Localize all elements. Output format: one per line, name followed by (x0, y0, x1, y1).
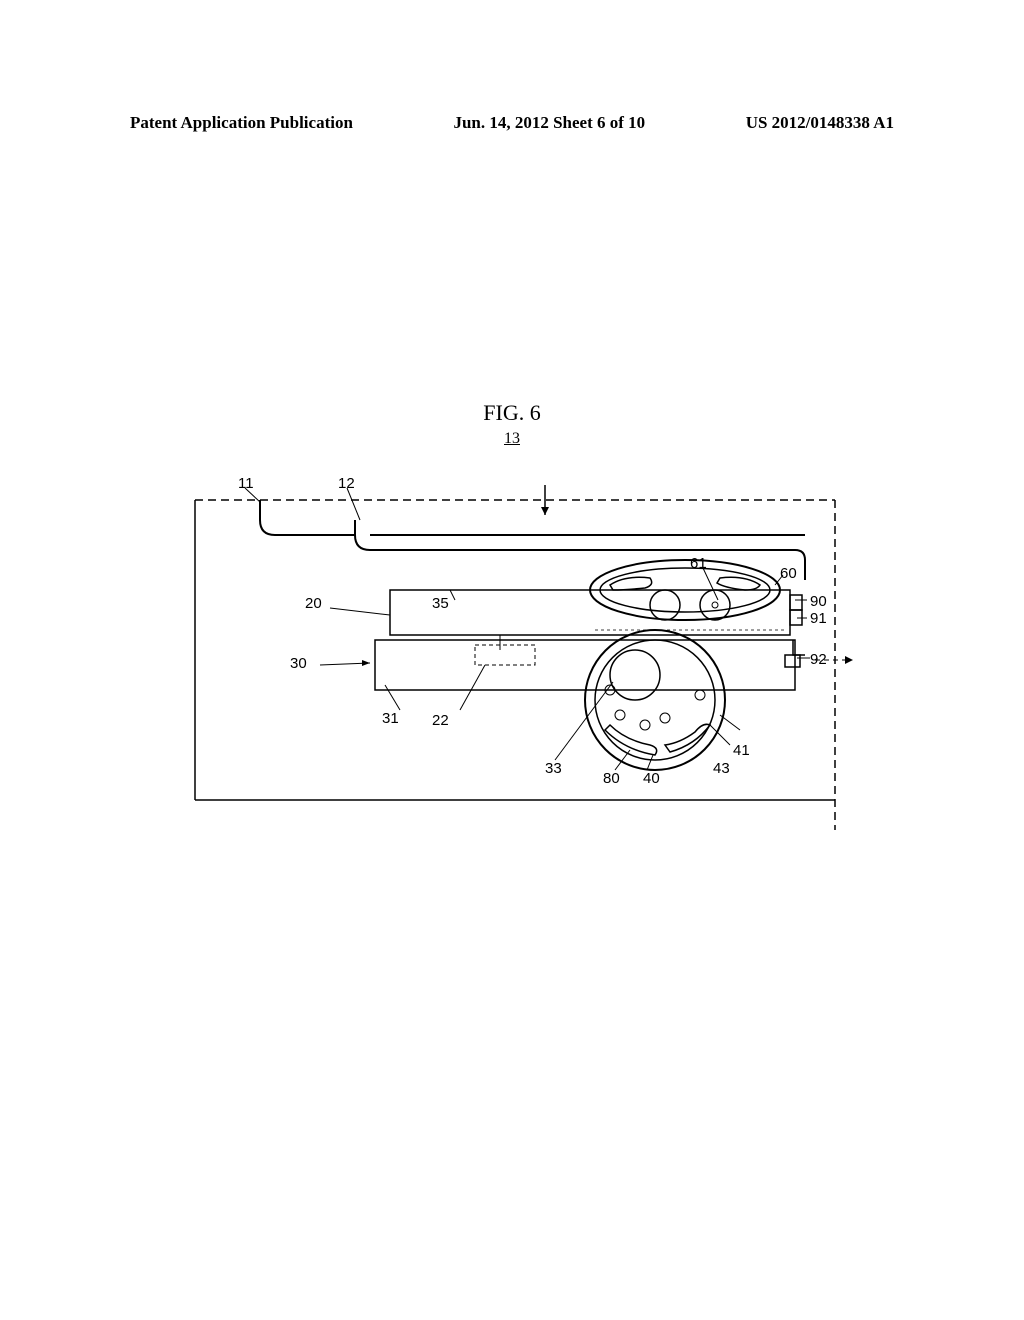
ref-31: 31 (382, 710, 399, 727)
ref-80: 80 (603, 770, 620, 787)
ref-40: 40 (643, 770, 660, 787)
header-right: US 2012/0148338 A1 (746, 113, 894, 133)
figure-label: FIG. 6 (483, 400, 540, 426)
header-center: Jun. 14, 2012 Sheet 6 of 10 (453, 113, 645, 133)
ref-90: 90 (810, 593, 827, 610)
ref-35: 35 (432, 595, 449, 612)
ref-60: 60 (780, 565, 797, 582)
ref-30: 30 (290, 655, 307, 672)
ref-91: 91 (810, 610, 827, 627)
ref-12: 12 (338, 475, 355, 492)
patent-diagram (175, 460, 855, 840)
ref-22: 22 (432, 712, 449, 729)
ref-92: 92 (810, 651, 827, 668)
ref-41: 41 (733, 742, 750, 759)
ref-61: 61 (690, 555, 707, 572)
ref-20: 20 (305, 595, 322, 612)
ref-11: 11 (238, 475, 254, 492)
figure-sublabel: 13 (504, 430, 520, 448)
header-left: Patent Application Publication (130, 113, 353, 133)
ref-33: 33 (545, 760, 562, 777)
ref-43: 43 (713, 760, 730, 777)
